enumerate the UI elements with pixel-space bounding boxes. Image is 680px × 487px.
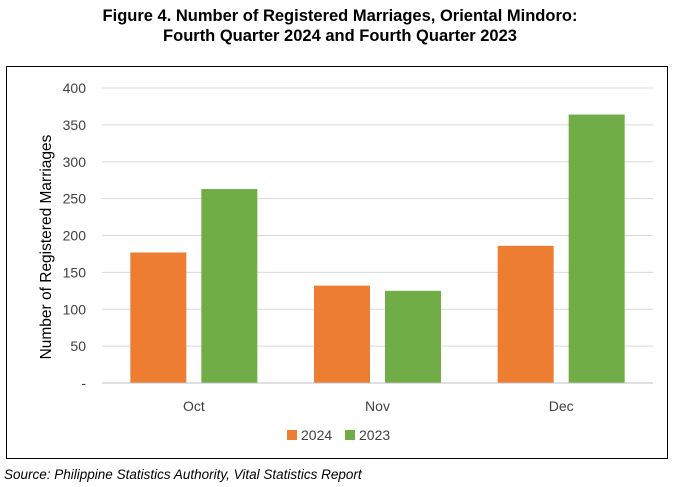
legend-label: 2024: [301, 427, 332, 443]
gridlines: [102, 87, 653, 347]
axes: - 50 100 150 200 250 300 350 400 Oct Nov Dec: [63, 80, 653, 414]
y-tick-label: 100: [63, 301, 87, 317]
y-tick-label: 300: [63, 154, 87, 170]
bar-2024-nov: [314, 285, 370, 383]
y-tick-label: 150: [63, 264, 87, 280]
figure-title: Figure 4. Number of Registered Marriages…: [0, 6, 680, 46]
legend: 2024 2023: [287, 427, 390, 443]
source-note: Source: Philippine Statistics Authority,…: [4, 467, 362, 482]
y-tick-label: 350: [63, 117, 87, 133]
bar-2024-oct: [130, 252, 187, 383]
bar-2023-oct: [201, 189, 258, 383]
bar-2023-dec: [568, 114, 625, 384]
bar-2024-dec: [497, 245, 554, 383]
legend-swatch: [287, 430, 297, 440]
bars: [130, 114, 625, 384]
x-tick-label: Dec: [549, 398, 574, 414]
chart-frame: - 50 100 150 200 250 300 350 400 Oct Nov Dec Number…: [6, 66, 668, 459]
y-tick-label: 400: [63, 80, 87, 96]
x-tick-label: Nov: [365, 398, 390, 414]
x-tick-label: Oct: [183, 398, 205, 414]
bar-2023-nov: [385, 290, 441, 383]
y-axis-label: Number of Registered Marriages: [38, 134, 55, 359]
figure-title-line1: Figure 4. Number of Registered Marriages…: [102, 7, 578, 25]
y-tick-label: 50: [70, 338, 86, 354]
bar-chart: - 50 100 150 200 250 300 350 400 Oct Nov Dec Number…: [38, 80, 653, 443]
legend-label: 2023: [359, 427, 390, 443]
figure-title-line2: Fourth Quarter 2024 and Fourth Quarter 2…: [163, 27, 517, 45]
y-tick-label: -: [81, 375, 86, 391]
y-tick-label: 200: [63, 228, 87, 244]
legend-swatch: [345, 430, 355, 440]
y-tick-label: 250: [63, 191, 87, 207]
